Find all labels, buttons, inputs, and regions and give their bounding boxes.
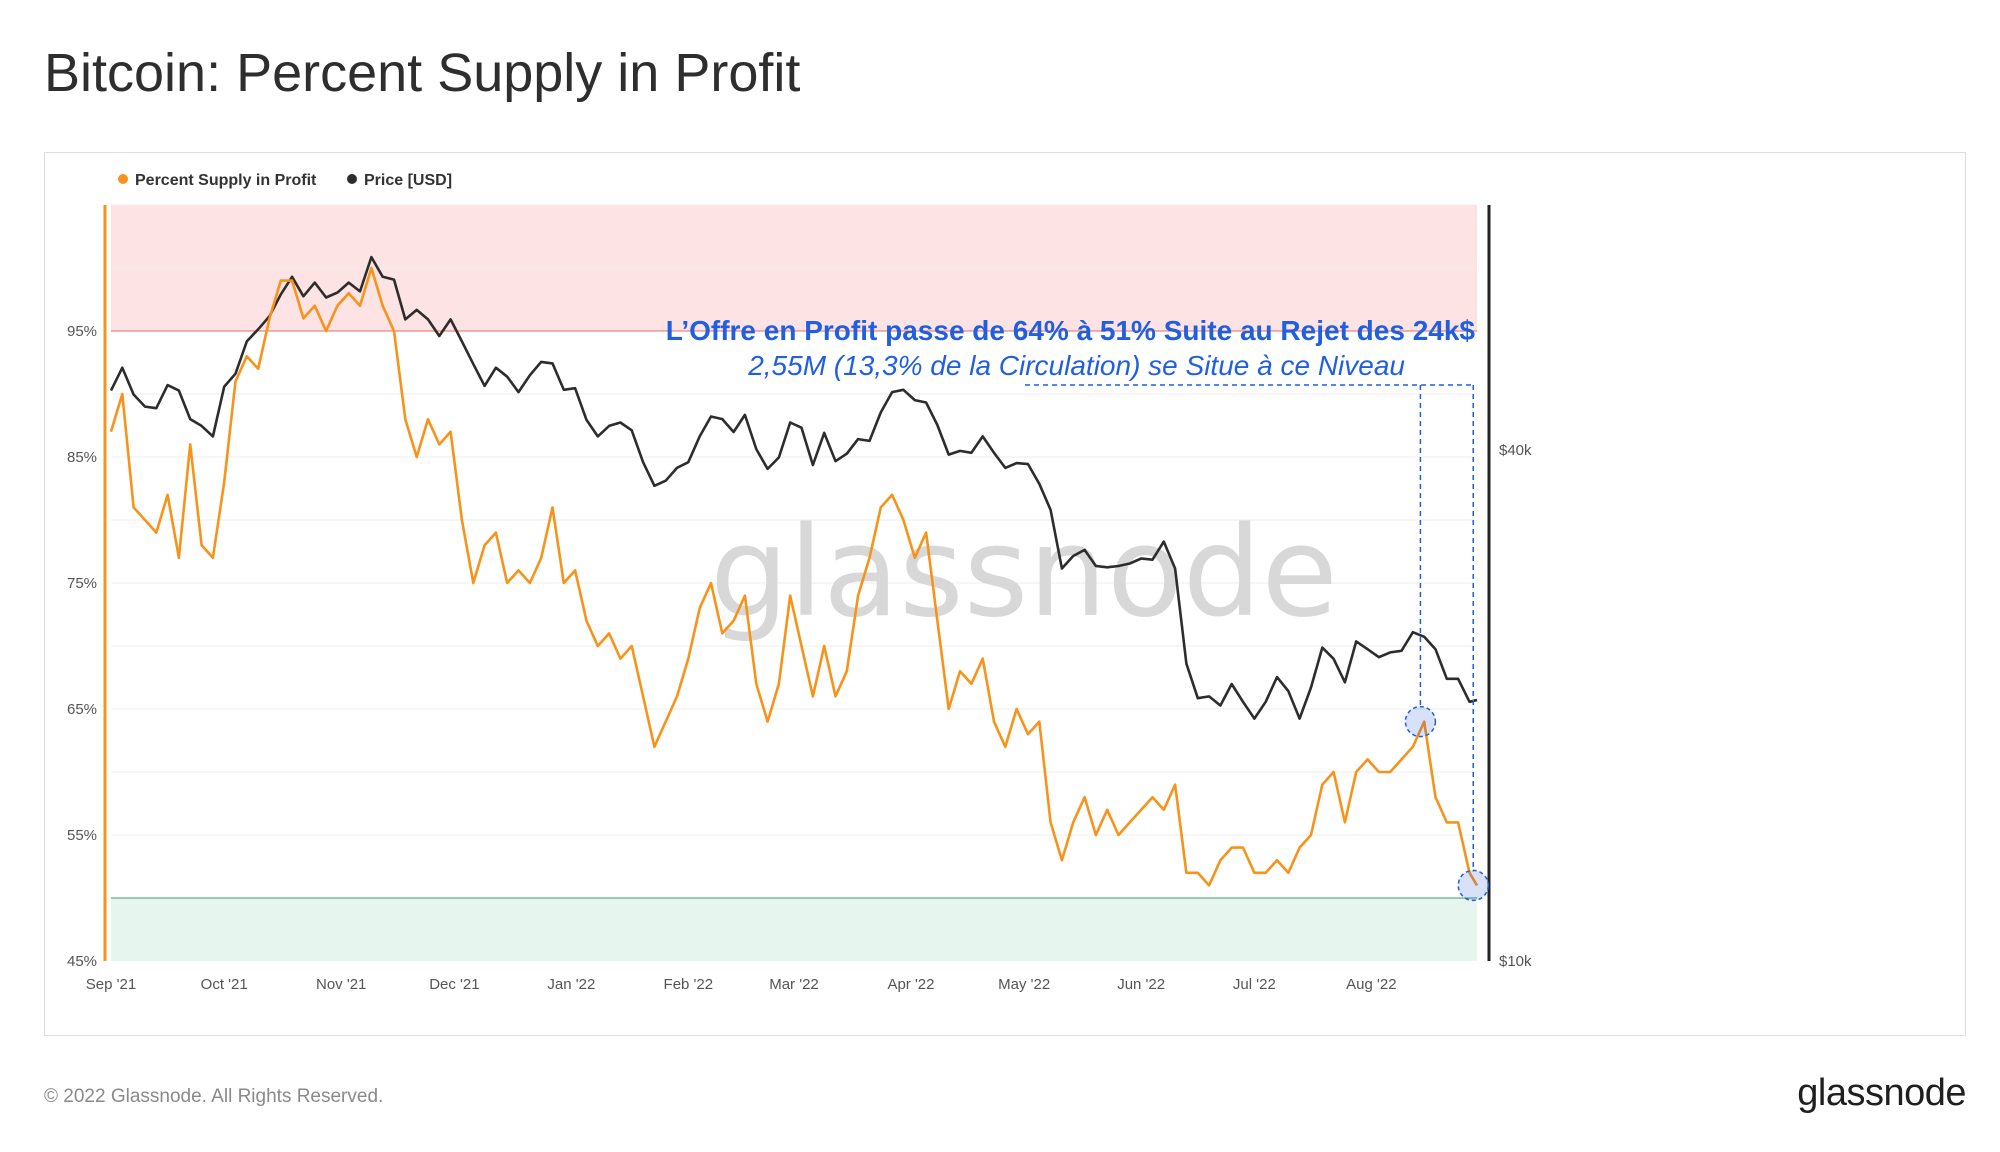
x-tick-label: Dec '21 [429,976,479,993]
x-tick-label: Sep '21 [86,976,136,993]
zone-band-1 [111,898,1477,961]
legend-label-supply: Percent Supply in Profit [135,172,317,189]
annotation-headline: L’Offre en Profit passe de 64% à 51% Sui… [666,315,1476,346]
chart-svg: glassnode 45% 55% 65% 75% 85% 95% $10k $40k Sep … [67,172,1532,993]
chart-panel: glassnode 45% 55% 65% 75% 85% 95% $10k $40k Sep … [44,152,1966,1036]
y-left-tick-label: 85% [67,449,97,466]
watermark: glassnode [710,501,1338,645]
legend-label-price: Price [USD] [364,172,452,189]
y-right-tick-label: $40k [1499,442,1532,459]
marker-circle-1 [1457,869,1489,902]
brand-logo: glassnode [1797,1072,1966,1114]
y-right-tick-label: $10k [1499,953,1532,970]
marker-circle-0 [1404,705,1437,738]
x-tick-label: Mar '22 [769,976,819,993]
series-line-price [109,255,1478,720]
x-tick-label: Jul '22 [1233,976,1276,993]
legend-dot-price [347,174,357,184]
y-left-tick-label: 45% [67,953,97,970]
legend-dot-supply [118,174,128,184]
x-tick-label: Oct '21 [201,976,248,993]
x-tick-label: May '22 [998,976,1050,993]
annotation-subline: 2,55M (13,3% de la Circulation) se Situe… [747,350,1405,381]
copyright-footer: © 2022 Glassnode. All Rights Reserved. [44,1086,384,1107]
x-tick-label: Feb '22 [664,976,714,993]
x-tick-label: Jan '22 [547,976,595,993]
page-title: Bitcoin: Percent Supply in Profit [44,43,801,103]
x-tick-label: Nov '21 [316,976,366,993]
series-line-supply-in-profit [109,266,1479,887]
x-tick-label: Jun '22 [1117,976,1165,993]
y-left-tick-label: 75% [67,575,97,592]
y-left-tick-label: 95% [67,323,97,340]
y-left-tick-label: 65% [67,701,97,718]
x-tick-label: Aug '22 [1346,976,1396,993]
y-left-tick-label: 55% [67,827,97,844]
x-tick-label: Apr '22 [887,976,934,993]
